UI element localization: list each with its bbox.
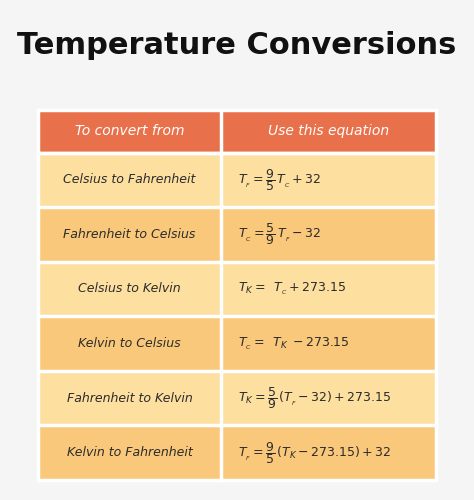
Bar [221, 316, 436, 371]
Bar [221, 426, 436, 480]
Bar [38, 316, 221, 371]
Text: Use this equation: Use this equation [268, 124, 389, 138]
Text: $T_{_C} =\;\; T_K\; - 273.15$: $T_{_C} =\;\; T_K\; - 273.15$ [238, 336, 350, 352]
Text: $T_K = \dfrac{5}{9}\,( T_{_F} - 32) +273.15$: $T_K = \dfrac{5}{9}\,( T_{_F} - 32) +273… [238, 385, 392, 411]
Text: Kelvin to Celsius: Kelvin to Celsius [78, 337, 181, 350]
Bar [221, 110, 436, 152]
Bar [38, 207, 221, 262]
Bar [221, 371, 436, 426]
Text: $T_{_F} = \dfrac{9}{5}\,( T_K - 273.15) + 32$: $T_{_F} = \dfrac{9}{5}\,( T_K - 273.15) … [238, 440, 392, 466]
Text: $T_{_C} = \dfrac{5}{9}\, T_{_F} - 32$: $T_{_C} = \dfrac{5}{9}\, T_{_F} - 32$ [238, 222, 321, 248]
Text: Fahrenheit to Kelvin: Fahrenheit to Kelvin [67, 392, 192, 404]
Bar [221, 207, 436, 262]
Bar [38, 426, 221, 480]
Bar [38, 152, 221, 207]
Text: Temperature Conversions: Temperature Conversions [18, 30, 456, 60]
Text: Kelvin to Fahrenheit: Kelvin to Fahrenheit [67, 446, 192, 459]
Bar [221, 152, 436, 207]
Text: Celsius to Kelvin: Celsius to Kelvin [78, 282, 181, 296]
Text: Celsius to Fahrenheit: Celsius to Fahrenheit [64, 174, 196, 186]
Text: To convert from: To convert from [75, 124, 184, 138]
Bar [38, 110, 221, 152]
Bar [38, 371, 221, 426]
Text: Fahrenheit to Celsius: Fahrenheit to Celsius [64, 228, 196, 241]
Text: $T_{_F} = \dfrac{9}{5}\, T_{_C} + 32$: $T_{_F} = \dfrac{9}{5}\, T_{_C} + 32$ [238, 167, 321, 193]
Bar [221, 262, 436, 316]
Text: $T_K =\;\; T_{_C} + 273.15$: $T_K =\;\; T_{_C} + 273.15$ [238, 280, 346, 297]
Bar [38, 262, 221, 316]
